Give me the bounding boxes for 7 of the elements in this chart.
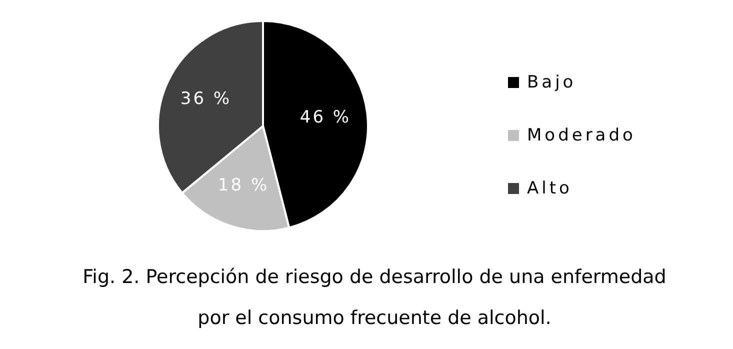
legend-label: Bajo [527,72,576,93]
data-label: 36 % [180,88,232,109]
data-label: 18 % [218,176,270,196]
data-label: 46 % [300,108,352,128]
legend-label: Alto [527,178,572,199]
text: Fig. 2. Percepción de riesgo de desarrollo de una enfermedad por el consumo frecuente de alcohol. [82,266,666,329]
legend-label: Moderado [527,126,636,146]
